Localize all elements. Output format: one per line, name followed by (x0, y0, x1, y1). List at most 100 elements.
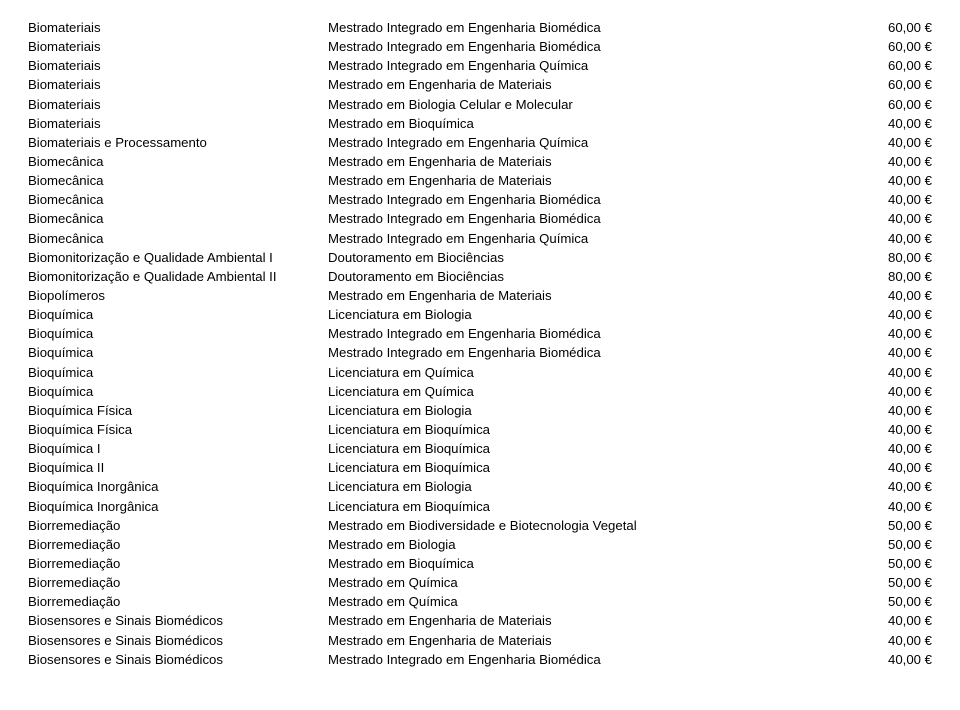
price-cell: 50,00 € (862, 516, 932, 535)
discipline-cell: Biosensores e Sinais Biomédicos (28, 611, 328, 630)
table-row: BiomateriaisMestrado Integrado em Engenh… (28, 37, 932, 56)
price-cell: 40,00 € (862, 631, 932, 650)
table-row: BiomecânicaMestrado Integrado em Engenha… (28, 229, 932, 248)
table-row: Biosensores e Sinais BiomédicosMestrado … (28, 650, 932, 669)
program-cell: Mestrado em Química (328, 573, 862, 592)
discipline-cell: Bioquímica (28, 363, 328, 382)
program-cell: Licenciatura em Química (328, 382, 862, 401)
table-row: Biomonitorização e Qualidade Ambiental I… (28, 267, 932, 286)
program-cell: Mestrado em Engenharia de Materiais (328, 152, 862, 171)
price-cell: 40,00 € (862, 324, 932, 343)
discipline-cell: Biomateriais (28, 114, 328, 133)
price-cell: 60,00 € (862, 56, 932, 75)
price-cell: 40,00 € (862, 114, 932, 133)
price-cell: 40,00 € (862, 209, 932, 228)
price-cell: 60,00 € (862, 75, 932, 94)
price-cell: 40,00 € (862, 305, 932, 324)
program-cell: Mestrado em Bioquímica (328, 554, 862, 573)
table-row: BiomecânicaMestrado em Engenharia de Mat… (28, 171, 932, 190)
program-cell: Mestrado em Engenharia de Materiais (328, 75, 862, 94)
price-cell: 40,00 € (862, 171, 932, 190)
program-cell: Mestrado Integrado em Engenharia Biomédi… (328, 209, 862, 228)
program-cell: Doutoramento em Biociências (328, 248, 862, 267)
discipline-cell: Biomecânica (28, 209, 328, 228)
discipline-cell: Biomecânica (28, 190, 328, 209)
program-cell: Mestrado em Engenharia de Materiais (328, 631, 862, 650)
table-row: BiomateriaisMestrado em Engenharia de Ma… (28, 75, 932, 94)
price-cell: 40,00 € (862, 420, 932, 439)
discipline-cell: Bioquímica (28, 382, 328, 401)
table-row: Bioquímica IILicenciatura em Bioquímica4… (28, 458, 932, 477)
table-row: Biomateriais e ProcessamentoMestrado Int… (28, 133, 932, 152)
discipline-cell: Biosensores e Sinais Biomédicos (28, 650, 328, 669)
discipline-cell: Biomonitorização e Qualidade Ambiental I (28, 248, 328, 267)
table-row: BiorremediaçãoMestrado em Química50,00 € (28, 592, 932, 611)
discipline-cell: Biomonitorização e Qualidade Ambiental I… (28, 267, 328, 286)
discipline-cell: Biomateriais (28, 56, 328, 75)
program-cell: Mestrado Integrado em Engenharia Biomédi… (328, 18, 862, 37)
table-row: Bioquímica InorgânicaLicenciatura em Bio… (28, 497, 932, 516)
discipline-cell: Biomecânica (28, 152, 328, 171)
program-cell: Mestrado em Biologia Celular e Molecular (328, 95, 862, 114)
program-cell: Mestrado Integrado em Engenharia Biomédi… (328, 343, 862, 362)
discipline-cell: Biomateriais (28, 18, 328, 37)
discipline-cell: Biomecânica (28, 229, 328, 248)
price-cell: 40,00 € (862, 343, 932, 362)
table-row: Bioquímica FísicaLicenciatura em Bioquím… (28, 420, 932, 439)
table-row: BioquímicaMestrado Integrado em Engenhar… (28, 324, 932, 343)
price-cell: 40,00 € (862, 382, 932, 401)
price-cell: 50,00 € (862, 592, 932, 611)
program-cell: Mestrado em Engenharia de Materiais (328, 611, 862, 630)
program-cell: Mestrado Integrado em Engenharia Biomédi… (328, 650, 862, 669)
price-cell: 40,00 € (862, 439, 932, 458)
table-row: BiopolímerosMestrado em Engenharia de Ma… (28, 286, 932, 305)
discipline-cell: Biomateriais e Processamento (28, 133, 328, 152)
price-cell: 40,00 € (862, 133, 932, 152)
program-cell: Licenciatura em Biologia (328, 305, 862, 324)
program-cell: Licenciatura em Biologia (328, 477, 862, 496)
discipline-cell: Bioquímica Física (28, 401, 328, 420)
discipline-cell: Biorremediação (28, 592, 328, 611)
table-row: Bioquímica FísicaLicenciatura em Biologi… (28, 401, 932, 420)
price-cell: 50,00 € (862, 573, 932, 592)
program-cell: Licenciatura em Química (328, 363, 862, 382)
discipline-cell: Bioquímica II (28, 458, 328, 477)
discipline-cell: Bioquímica Física (28, 420, 328, 439)
program-cell: Mestrado em Engenharia de Materiais (328, 171, 862, 190)
price-cell: 40,00 € (862, 286, 932, 305)
program-cell: Doutoramento em Biociências (328, 267, 862, 286)
price-cell: 50,00 € (862, 535, 932, 554)
table-row: BiomecânicaMestrado Integrado em Engenha… (28, 190, 932, 209)
table-row: Biomonitorização e Qualidade Ambiental I… (28, 248, 932, 267)
discipline-cell: Biomateriais (28, 75, 328, 94)
table-row: BiomateriaisMestrado em Biologia Celular… (28, 95, 932, 114)
discipline-cell: Biorremediação (28, 516, 328, 535)
table-row: Biosensores e Sinais BiomédicosMestrado … (28, 611, 932, 630)
price-cell: 80,00 € (862, 267, 932, 286)
price-cell: 40,00 € (862, 650, 932, 669)
discipline-cell: Biomateriais (28, 95, 328, 114)
table-row: BiomecânicaMestrado Integrado em Engenha… (28, 209, 932, 228)
price-cell: 50,00 € (862, 554, 932, 573)
table-row: BiorremediaçãoMestrado em Bioquímica50,0… (28, 554, 932, 573)
program-cell: Mestrado em Química (328, 592, 862, 611)
discipline-cell: Bioquímica I (28, 439, 328, 458)
discipline-cell: Bioquímica (28, 343, 328, 362)
course-pricing-table: BiomateriaisMestrado Integrado em Engenh… (28, 18, 932, 669)
table-row: Biosensores e Sinais BiomédicosMestrado … (28, 631, 932, 650)
price-cell: 40,00 € (862, 477, 932, 496)
table-row: BioquímicaLicenciatura em Biologia40,00 … (28, 305, 932, 324)
table-row: BioquímicaLicenciatura em Química40,00 € (28, 382, 932, 401)
price-cell: 40,00 € (862, 458, 932, 477)
table-row: BiomecânicaMestrado em Engenharia de Mat… (28, 152, 932, 171)
program-cell: Mestrado em Biologia (328, 535, 862, 554)
price-cell: 40,00 € (862, 401, 932, 420)
discipline-cell: Biorremediação (28, 573, 328, 592)
price-cell: 40,00 € (862, 611, 932, 630)
price-cell: 80,00 € (862, 248, 932, 267)
price-cell: 60,00 € (862, 18, 932, 37)
table-row: BioquímicaMestrado Integrado em Engenhar… (28, 343, 932, 362)
price-cell: 60,00 € (862, 95, 932, 114)
price-cell: 40,00 € (862, 229, 932, 248)
program-cell: Mestrado em Biodiversidade e Biotecnolog… (328, 516, 862, 535)
